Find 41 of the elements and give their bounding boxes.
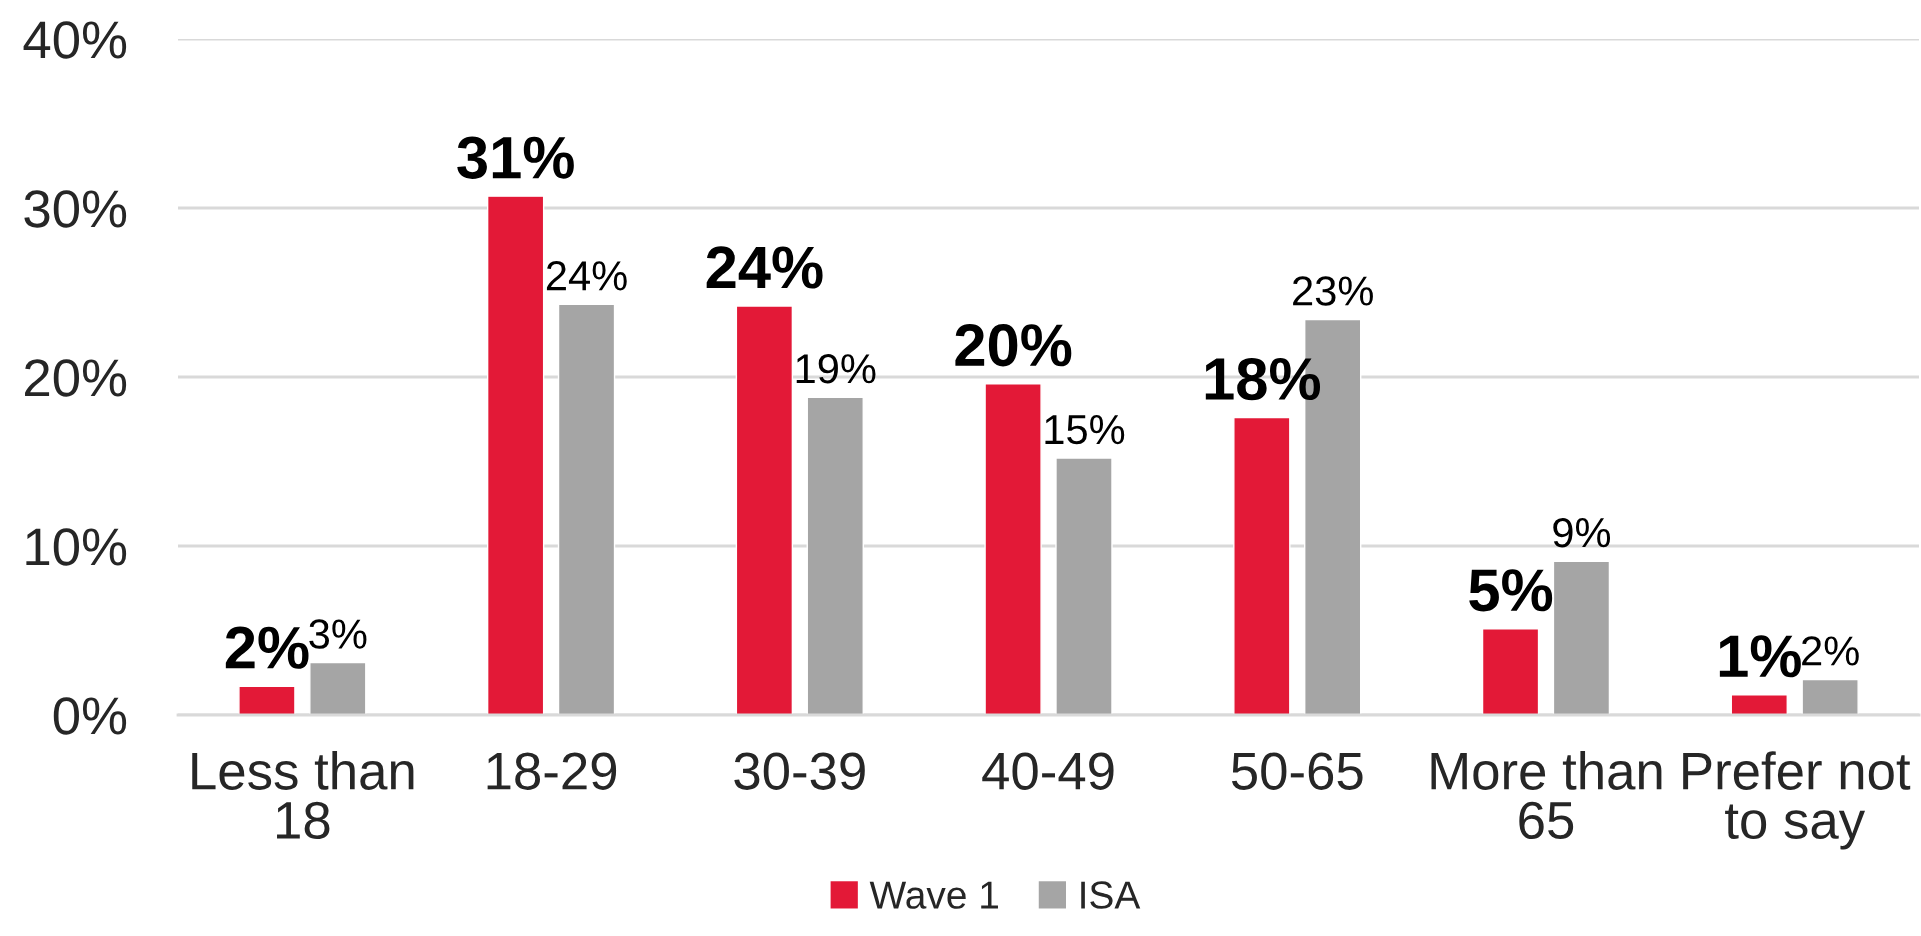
data-label: 31% <box>457 136 574 179</box>
y-tick-label: 0% <box>53 697 127 735</box>
x-tick-label: 50-65 <box>1231 752 1363 790</box>
data-label: 1% <box>1719 635 1801 678</box>
bar <box>486 195 545 715</box>
x-tick-label: 40-49 <box>982 752 1114 790</box>
x-tick-label: 18-29 <box>487 752 617 790</box>
bar <box>1801 678 1859 715</box>
x-tick-label: 30-39 <box>734 752 865 790</box>
bar <box>1233 416 1291 715</box>
y-tick-label: 30% <box>24 190 127 228</box>
bar <box>238 685 296 715</box>
data-label: 3% <box>309 619 367 649</box>
bar <box>1055 457 1113 715</box>
data-label: 23% <box>1293 276 1373 306</box>
data-label: 2% <box>1802 636 1859 666</box>
legend-label: ISA <box>1081 881 1141 909</box>
legend-label: Wave 1 <box>869 881 998 909</box>
data-label: 15% <box>1045 415 1125 445</box>
y-tick-label: 10% <box>26 528 127 566</box>
data-label: 24% <box>706 246 823 289</box>
data-label: 24% <box>546 261 627 291</box>
bar <box>1552 560 1611 715</box>
bar <box>1481 628 1540 715</box>
x-tick-label: More than 65 <box>1431 751 1662 840</box>
bar <box>557 303 616 715</box>
bar <box>806 396 864 715</box>
data-label: 5% <box>1469 569 1553 612</box>
data-label: 19% <box>796 353 876 384</box>
y-tick-label: 20% <box>25 359 127 397</box>
bar <box>735 305 794 715</box>
data-label: 9% <box>1553 517 1611 548</box>
data-label: 2% <box>225 626 309 669</box>
data-label: 20% <box>955 324 1072 367</box>
x-tick-label: Prefer not to say <box>1683 751 1911 850</box>
x-tick-label: Less than 18 <box>192 751 414 840</box>
bar <box>984 383 1042 715</box>
bar <box>309 661 367 715</box>
y-tick-label: 40% <box>23 21 127 59</box>
bar <box>1730 694 1788 715</box>
data-label: 18% <box>1205 357 1321 401</box>
